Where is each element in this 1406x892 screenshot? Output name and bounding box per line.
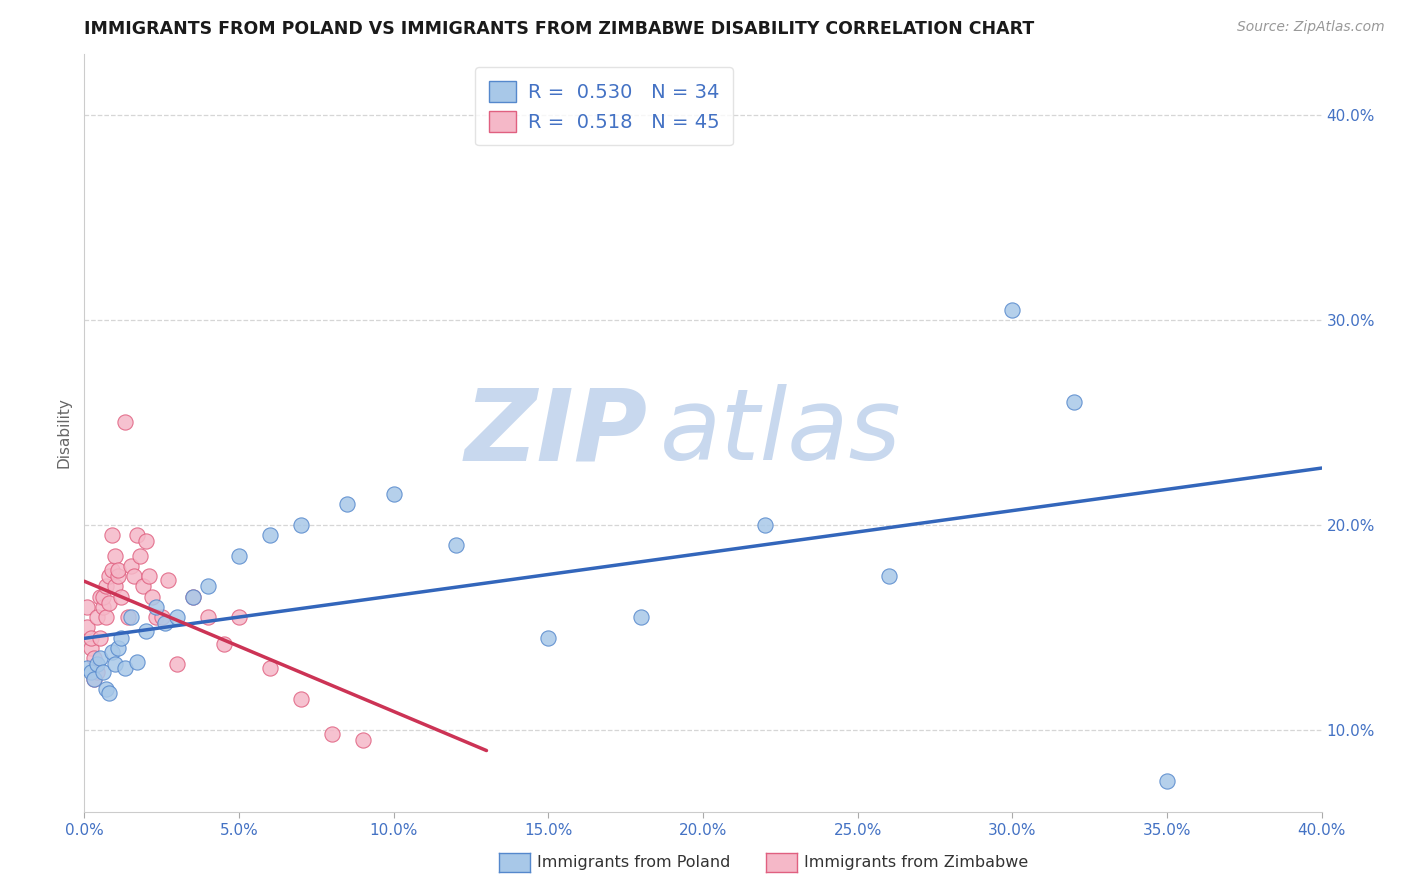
Point: [91, 665, 114, 680]
Point: [145, 610, 167, 624]
Text: Immigrants from Poland: Immigrants from Poland: [537, 855, 731, 870]
Point: [117, 610, 139, 624]
Point: [259, 528, 281, 542]
Point: [104, 657, 127, 672]
Point: [145, 599, 167, 614]
Point: [877, 569, 900, 583]
Point: [181, 590, 204, 604]
Point: [76, 599, 98, 614]
Point: [1001, 302, 1024, 317]
Point: [79, 665, 101, 680]
Point: [228, 610, 250, 624]
Point: [1156, 774, 1178, 789]
Point: [1063, 395, 1085, 409]
Point: [197, 610, 219, 624]
Point: [197, 579, 219, 593]
Point: [101, 563, 124, 577]
Point: [98, 569, 121, 583]
Point: [79, 631, 101, 645]
Point: [150, 610, 173, 624]
Point: [91, 599, 114, 614]
Point: [120, 558, 142, 573]
Point: [104, 579, 127, 593]
Point: [259, 661, 281, 675]
Point: [86, 665, 108, 680]
Point: [290, 517, 312, 532]
Point: [107, 569, 129, 583]
Point: [336, 497, 359, 511]
Point: [181, 590, 204, 604]
Point: [83, 672, 105, 686]
Point: [754, 517, 776, 532]
Point: [120, 610, 142, 624]
Point: [321, 727, 343, 741]
Point: [101, 645, 124, 659]
Point: [114, 416, 136, 430]
Legend: R =  0.530   N = 34, R =  0.518   N = 45: R = 0.530 N = 34, R = 0.518 N = 45: [475, 67, 733, 145]
Point: [89, 590, 111, 604]
Text: IMMIGRANTS FROM POLAND VS IMMIGRANTS FROM ZIMBABWE DISABILITY CORRELATION CHART: IMMIGRANTS FROM POLAND VS IMMIGRANTS FRO…: [84, 21, 1035, 38]
Point: [135, 534, 157, 549]
Point: [110, 631, 132, 645]
Point: [79, 640, 101, 655]
Point: [94, 610, 117, 624]
Point: [228, 549, 250, 563]
Point: [382, 487, 405, 501]
Point: [91, 590, 114, 604]
Point: [138, 569, 160, 583]
Point: [352, 733, 374, 747]
Point: [98, 686, 121, 700]
Point: [166, 657, 188, 672]
Point: [83, 651, 105, 665]
Point: [166, 610, 188, 624]
Point: [104, 549, 127, 563]
Point: [135, 624, 157, 639]
Point: [86, 657, 108, 672]
Point: [86, 610, 108, 624]
Point: [132, 579, 155, 593]
Point: [444, 538, 467, 552]
Point: [290, 692, 312, 706]
Point: [89, 631, 111, 645]
Point: [114, 661, 136, 675]
Y-axis label: Disability: Disability: [56, 397, 72, 468]
Text: Source: ZipAtlas.com: Source: ZipAtlas.com: [1237, 20, 1385, 34]
Point: [76, 620, 98, 634]
Point: [76, 661, 98, 675]
Point: [630, 610, 652, 624]
Point: [129, 549, 152, 563]
Point: [156, 573, 179, 587]
Point: [107, 640, 129, 655]
Point: [125, 528, 148, 542]
Point: [110, 590, 132, 604]
Point: [107, 563, 129, 577]
Point: [212, 637, 235, 651]
Point: [537, 631, 560, 645]
Point: [153, 616, 176, 631]
Point: [122, 569, 145, 583]
Text: atlas: atlas: [659, 384, 901, 481]
Point: [89, 651, 111, 665]
Point: [94, 579, 117, 593]
Text: Immigrants from Zimbabwe: Immigrants from Zimbabwe: [804, 855, 1028, 870]
Point: [83, 672, 105, 686]
Point: [141, 590, 163, 604]
Point: [101, 528, 124, 542]
Point: [125, 655, 148, 669]
Text: ZIP: ZIP: [464, 384, 647, 481]
Point: [94, 681, 117, 696]
Point: [98, 596, 121, 610]
